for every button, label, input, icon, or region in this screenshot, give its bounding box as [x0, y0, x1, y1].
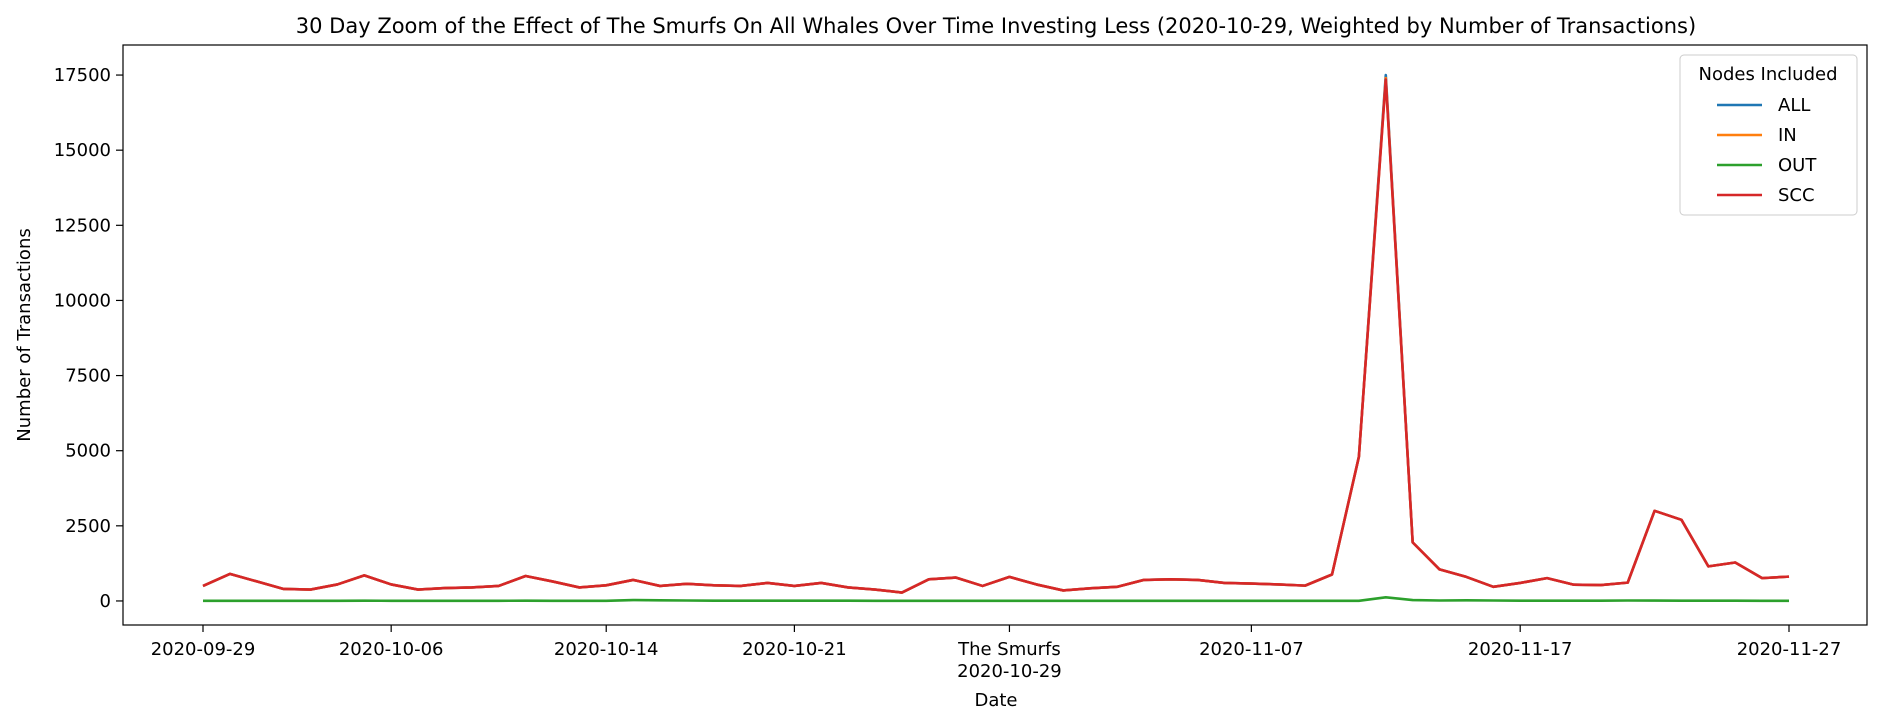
x-tick-label: 2020-11-17 — [1468, 639, 1573, 660]
x-tick-label: 2020-09-29 — [151, 639, 256, 660]
series-lines — [202, 73, 1790, 603]
x-axis-label: Date — [974, 690, 1017, 711]
series-line-all — [202, 73, 1790, 594]
legend-items: ALL IN OUT SCC — [1717, 95, 1817, 206]
y-tick-label: 2500 — [65, 516, 111, 537]
series-line-scc — [202, 78, 1790, 594]
legend-title: Nodes Included — [1698, 64, 1837, 85]
y-tick-label: 10000 — [54, 290, 111, 311]
legend-label-all: ALL — [1778, 95, 1810, 116]
y-tick-label: 15000 — [54, 140, 111, 161]
x-tick-label: The Smurfs — [957, 639, 1061, 660]
x-tick-label: 2020-10-14 — [554, 639, 659, 660]
x-axis: 2020-09-29 2020-10-06 2020-10-14 2020-10-21… — [151, 625, 1842, 682]
series-line-out — [203, 596, 1789, 603]
y-tick-label: 17500 — [54, 65, 111, 86]
legend-label-out: OUT — [1778, 155, 1817, 176]
legend-label-scc: SCC — [1778, 185, 1815, 206]
y-axis-label: Number of Transactions — [14, 228, 35, 441]
legend-label-in: IN — [1778, 125, 1797, 146]
y-tick-label: 12500 — [54, 215, 111, 236]
y-tick-label: 7500 — [65, 366, 111, 387]
x-tick-label: 2020-11-27 — [1737, 639, 1842, 660]
plot-frame — [122, 44, 1868, 626]
legend-box — [1679, 54, 1858, 216]
x-tick-label: 2020-10-21 — [742, 639, 847, 660]
legend: Nodes Included ALL IN OUT SCC — [1679, 54, 1858, 216]
x-tick-sublabel: 2020-10-29 — [957, 661, 1062, 682]
chart-title: 30 Day Zoom of the Effect of The Smurfs … — [296, 14, 1696, 38]
plot-area — [122, 44, 1868, 626]
series-line-in — [202, 76, 1790, 594]
y-axis: 0 2500 5000 7500 10000 12500 15000 17500 — [54, 65, 123, 612]
y-tick-label: 5000 — [65, 441, 111, 462]
y-tick-label: 0 — [100, 591, 111, 612]
x-tick-label: 2020-10-06 — [339, 639, 444, 660]
x-tick-label: 2020-11-07 — [1199, 639, 1304, 660]
